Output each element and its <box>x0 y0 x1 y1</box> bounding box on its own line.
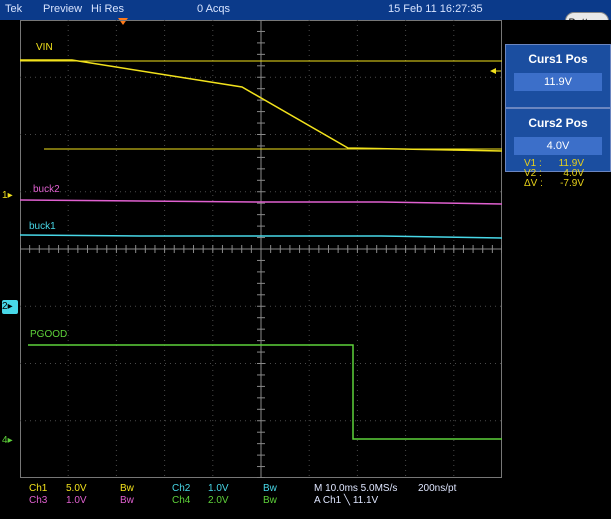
side-menu: Curs1 Pos 11.9V Curs2 Pos 4.0V V1 : 11.9… <box>504 20 611 479</box>
ch1-bw: Bw <box>120 483 134 494</box>
ch1-name[interactable]: Ch1 <box>29 483 48 494</box>
record-resolution: 200ns/pt <box>418 483 457 494</box>
ch2-bw: Bw <box>263 483 277 494</box>
ch3-name[interactable]: Ch3 <box>29 495 48 506</box>
date-time: 15 Feb 11 16:27:35 <box>388 3 483 15</box>
curs1-pos-value: 11.9V <box>514 73 602 91</box>
vin-waveform <box>20 59 502 152</box>
horizontal-setting[interactable]: M 10.0ms 5.0MS/s <box>314 483 398 494</box>
buck2-waveform <box>20 199 502 205</box>
ch1-marker-label: 1 <box>2 190 8 201</box>
ch3-scale: 1.0V <box>66 495 87 506</box>
mode-label: Preview <box>43 3 83 15</box>
buck2-label: buck2 <box>33 184 60 195</box>
vin-label: VIN <box>36 42 53 53</box>
curs2-pos-value: 4.0V <box>514 137 602 155</box>
ch4-marker-label: 4 <box>2 435 8 446</box>
ch3-bw: Bw <box>120 495 134 506</box>
waveform-display[interactable] <box>20 20 502 478</box>
ch4-marker[interactable]: 4▸ <box>2 435 13 446</box>
brand-label: Tek <box>5 3 23 15</box>
ch2-marker[interactable]: 2▸ <box>2 300 18 314</box>
ch2-scale: 1.0V <box>208 483 229 494</box>
pgood-waveform <box>28 344 502 440</box>
readout-v1: V1 : 11.9V <box>524 158 584 169</box>
acq-mode-label: Hi Res <box>91 3 125 15</box>
readout-v2: V2 : 4.0V <box>524 168 584 179</box>
acquisition-count: 0 Acqs <box>197 3 231 15</box>
ch4-bw: Bw <box>263 495 277 506</box>
readout-v1-name: V1 : <box>524 158 542 169</box>
buck1-label: buck1 <box>29 221 56 232</box>
readout-v2-value: 4.0V <box>563 168 584 179</box>
status-bar: Tek Preview Hi Res 0 Acqs 15 Feb 11 16:2… <box>0 0 611 25</box>
ch2-marker-label: 2 <box>2 301 8 312</box>
curs1-pos-label: Curs1 Pos <box>528 52 588 66</box>
ch4-scale: 2.0V <box>208 495 229 506</box>
ch1-marker[interactable]: 1▸ <box>2 190 13 201</box>
readout-v2-name: V2 : <box>524 168 542 179</box>
readout-delta-v-value: -7.9V <box>560 178 584 189</box>
curs2-pos-button[interactable]: Curs2 Pos 4.0V <box>505 108 611 172</box>
graticule <box>20 20 502 478</box>
curs1-pos-button[interactable]: Curs1 Pos 11.9V <box>505 44 611 108</box>
ch4-name[interactable]: Ch4 <box>172 495 191 506</box>
curs2-pos-label: Curs2 Pos <box>528 116 588 130</box>
ch1-scale: 5.0V <box>66 483 87 494</box>
pgood-label: PGOOD <box>30 329 68 340</box>
buck1-waveform <box>20 234 502 239</box>
channel-status-bar: Ch1 5.0V Bw Ch2 1.0V Bw Ch3 1.0V Bw Ch4 … <box>0 479 611 519</box>
trigger-position-icon <box>118 18 128 25</box>
cursor-arrow-icon <box>490 68 496 74</box>
readout-delta-v: ΔV : -7.9V <box>524 178 584 189</box>
trigger-setting[interactable]: A Ch1 ╲ 11.1V <box>314 495 379 506</box>
ch2-name[interactable]: Ch2 <box>172 483 191 494</box>
readout-delta-v-name: ΔV : <box>524 178 543 189</box>
readout-v1-value: 11.9V <box>558 158 584 169</box>
